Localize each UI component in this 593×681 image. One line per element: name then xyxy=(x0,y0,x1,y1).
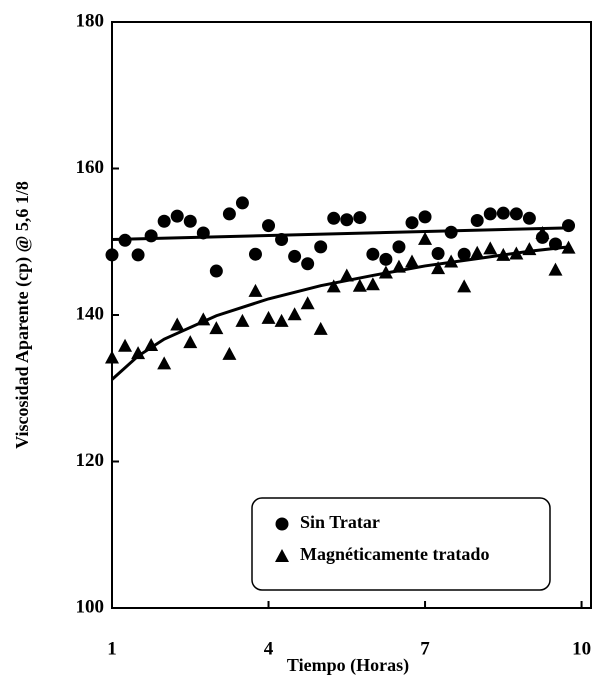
point xyxy=(470,214,484,228)
point xyxy=(522,211,536,225)
point xyxy=(235,196,249,210)
point xyxy=(340,213,354,227)
point xyxy=(522,242,537,256)
point xyxy=(365,277,380,291)
x-tick-label: 4 xyxy=(264,638,274,659)
point xyxy=(196,312,211,326)
x-tick-label: 7 xyxy=(420,638,430,659)
trend-line xyxy=(110,245,569,381)
point xyxy=(131,248,145,262)
point xyxy=(105,350,119,364)
point xyxy=(222,207,236,221)
point xyxy=(444,225,458,239)
point xyxy=(483,241,498,255)
point xyxy=(144,229,158,243)
y-tick-label: 120 xyxy=(76,450,105,471)
point xyxy=(326,279,341,293)
legend: Sin Tratar Magnéticamente tratado xyxy=(251,497,551,591)
point xyxy=(379,252,393,266)
point xyxy=(300,296,315,310)
y-axis-label: Viscosidad Aparente (cp) @ 5,6 1/8 xyxy=(12,181,33,449)
point xyxy=(144,338,159,352)
point xyxy=(509,207,523,221)
legend-marker xyxy=(275,517,289,531)
point xyxy=(170,317,185,331)
point xyxy=(157,214,171,228)
point xyxy=(339,268,354,282)
point xyxy=(170,209,184,223)
legend-marker xyxy=(275,549,289,562)
point xyxy=(561,240,576,254)
point xyxy=(444,254,459,268)
legend-label: Magnéticamente tratado xyxy=(300,544,489,564)
point xyxy=(392,240,406,254)
point xyxy=(196,226,210,240)
point xyxy=(248,283,263,297)
trend-line xyxy=(111,226,569,242)
point xyxy=(301,257,315,271)
point xyxy=(131,346,146,360)
point xyxy=(118,233,132,247)
point xyxy=(378,265,393,279)
point xyxy=(183,335,198,349)
point xyxy=(457,279,472,293)
y-tick-label: 100 xyxy=(76,596,105,617)
point xyxy=(418,231,433,245)
point xyxy=(274,313,289,327)
point xyxy=(366,247,380,261)
point xyxy=(535,225,550,239)
point xyxy=(248,247,262,261)
point xyxy=(261,310,276,324)
point xyxy=(509,246,524,260)
x-axis-label: Tiempo (Horas) xyxy=(287,655,409,676)
point xyxy=(483,207,497,221)
point xyxy=(353,211,367,225)
point xyxy=(405,254,419,268)
point xyxy=(548,262,563,276)
y-tick-label: 140 xyxy=(76,303,105,324)
point xyxy=(496,206,510,220)
y-tick-label: 180 xyxy=(76,10,105,31)
point xyxy=(431,246,445,260)
point xyxy=(496,247,511,261)
x-tick-label: 10 xyxy=(572,638,591,659)
point xyxy=(457,247,471,261)
x-tick-label: 1 xyxy=(107,638,117,659)
point xyxy=(262,219,276,233)
point xyxy=(405,216,419,230)
point xyxy=(352,278,367,292)
point xyxy=(157,356,172,370)
legend-label: Sin Tratar xyxy=(300,512,380,532)
point xyxy=(391,259,406,273)
point xyxy=(327,211,341,225)
point xyxy=(470,245,485,259)
point xyxy=(313,321,328,335)
point xyxy=(118,338,133,352)
point xyxy=(288,249,302,263)
point xyxy=(209,264,223,278)
point xyxy=(548,237,562,251)
point xyxy=(183,214,197,228)
point xyxy=(105,248,119,262)
legend-box xyxy=(251,497,551,591)
y-tick-label: 160 xyxy=(76,157,105,178)
point xyxy=(222,346,237,360)
point xyxy=(275,233,289,247)
point xyxy=(209,321,224,335)
point xyxy=(235,313,250,327)
point xyxy=(418,210,432,224)
point xyxy=(314,240,328,254)
point xyxy=(562,219,576,233)
point xyxy=(431,261,446,275)
point xyxy=(287,307,302,321)
